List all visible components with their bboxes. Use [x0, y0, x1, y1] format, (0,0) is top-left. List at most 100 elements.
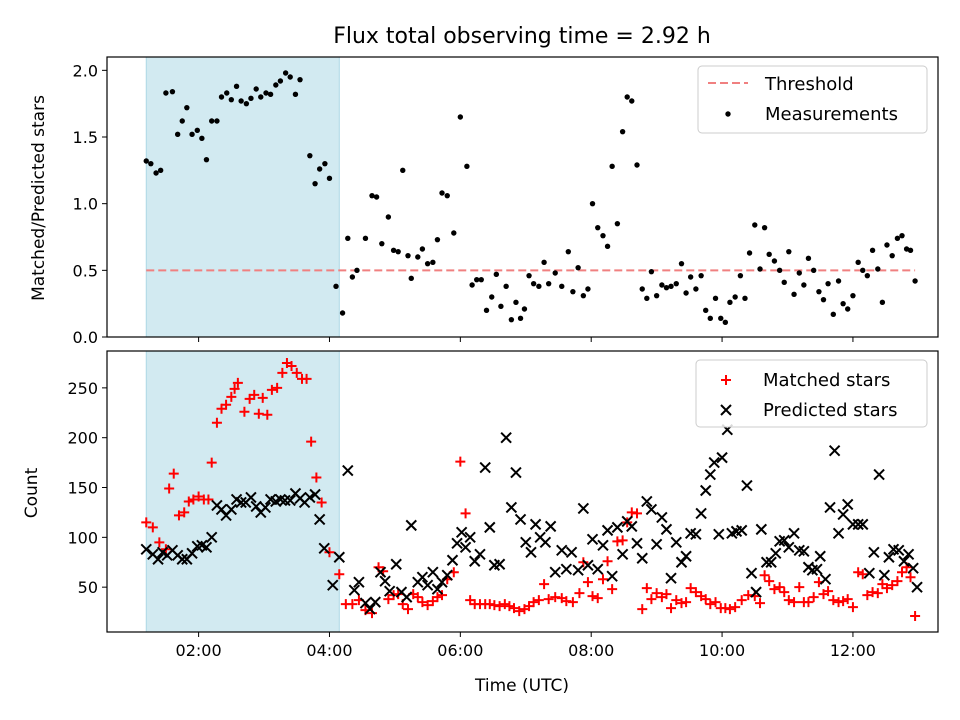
predicted-star-point	[755, 523, 768, 536]
y-tick-label: 150	[67, 479, 98, 498]
measurement-point	[850, 292, 856, 299]
measurement-point	[430, 259, 436, 266]
predicted-star-point	[592, 563, 604, 575]
predicted-star-point	[572, 564, 584, 576]
measurement-point	[619, 128, 626, 135]
top-panel: Matched/Predicted stars 0.0 0.5 1.0 1.5 2.0 T…	[29, 56, 939, 347]
matched-star-point	[774, 582, 785, 593]
predicted-star-point	[455, 526, 468, 539]
predicted-star-point	[304, 491, 316, 504]
predicted-star-point	[556, 544, 568, 556]
matched-star-point	[897, 567, 908, 578]
matched-star-point	[221, 399, 232, 410]
matched-star-point	[437, 590, 448, 601]
predicted-star-point	[704, 468, 717, 481]
matched-star-point	[666, 603, 677, 614]
matched-star-point	[262, 409, 273, 420]
predicted-star-point	[225, 503, 238, 516]
legend-predicted-label: Predicted stars	[763, 400, 897, 421]
measurement-point	[864, 272, 871, 279]
measurement-point	[469, 282, 475, 288]
measurement-point	[434, 236, 441, 243]
measurement-point	[820, 296, 827, 303]
matched-star-point	[783, 595, 794, 606]
measurement-point	[208, 118, 215, 124]
measurement-point	[781, 279, 787, 286]
measurement-point	[693, 286, 699, 292]
matched-star-point	[808, 592, 819, 603]
predicted-star-point	[680, 550, 692, 562]
matched-star-point	[257, 392, 268, 403]
predicted-star-point	[549, 566, 561, 578]
predicted-star-point	[520, 536, 532, 549]
bottom-panel: Count 50 100 150 200 250 02:00 04:00 06:00 08:00…	[22, 350, 939, 660]
matched-star-point	[607, 584, 618, 595]
measurement-point	[771, 258, 778, 264]
measurement-point	[884, 242, 890, 248]
measurement-point	[287, 74, 293, 80]
predicted-star-point	[819, 573, 832, 585]
measurement-point	[307, 152, 313, 159]
predicted-star-point	[200, 541, 213, 554]
predicted-star-point	[525, 546, 537, 558]
legend-matched-label: Matched stars	[763, 370, 890, 391]
measurement-point	[415, 254, 421, 260]
predicted-star-point	[529, 518, 542, 531]
matched-star-point	[277, 367, 288, 378]
matched-star-point	[617, 535, 628, 546]
measurement-point	[179, 118, 185, 124]
matched-star-point	[597, 574, 608, 585]
legend-measurements-swatch	[725, 111, 731, 117]
y-tick-label: 0.0	[73, 328, 98, 347]
matched-star-point	[887, 580, 898, 591]
predicted-star-point	[741, 479, 753, 492]
predicted-star-point	[342, 464, 354, 477]
matched-star-point	[514, 606, 525, 617]
shaded-observing-window	[145, 350, 340, 633]
predicted-star-point	[140, 543, 152, 556]
matched-star-point	[347, 599, 358, 610]
measurement-point	[791, 291, 797, 298]
matched-star-point	[334, 569, 345, 580]
predicted-star-point	[586, 533, 599, 546]
measurement-point	[727, 299, 733, 306]
matched-star-point	[460, 508, 471, 519]
measurement-point	[545, 280, 552, 287]
matched-star-point	[736, 595, 747, 606]
predicted-star-point	[811, 563, 823, 575]
matched-star-point	[764, 576, 775, 587]
measurement-point	[552, 270, 558, 276]
matched-star-point	[504, 601, 515, 612]
predicted-star-point	[690, 528, 702, 541]
measurement-point	[570, 288, 576, 295]
predicted-star-point	[427, 566, 439, 578]
matched-star-point	[432, 592, 443, 603]
predicted-star-point	[333, 551, 345, 563]
predicted-star-point	[735, 524, 748, 537]
measurement-point	[673, 280, 679, 287]
measurement-point	[316, 166, 323, 172]
measurement-point	[489, 294, 495, 300]
measurement-point	[199, 135, 205, 142]
matched-star-point	[226, 391, 237, 402]
predicted-star-point	[601, 524, 614, 537]
matched-star-point	[291, 367, 302, 378]
measurement-point	[644, 295, 650, 302]
matched-star-point	[249, 389, 260, 400]
predicted-star-point	[544, 520, 557, 533]
chart-title: Flux total observing time = 2.92 h	[333, 24, 711, 49]
matched-star-point	[582, 577, 593, 588]
measurement-point	[419, 246, 426, 252]
measurement-point	[722, 319, 729, 326]
matched-star-point	[632, 508, 643, 519]
measurement-point	[503, 283, 509, 290]
matched-star-point	[881, 583, 892, 594]
matched-star-point	[700, 594, 711, 605]
y-tick-label: 250	[67, 379, 98, 398]
predicted-star-point	[279, 494, 291, 507]
predicted-star-point	[510, 466, 522, 479]
predicted-star-point	[641, 495, 653, 508]
measurement-point	[757, 266, 763, 272]
predicted-star-point	[841, 498, 854, 511]
measurement-point	[718, 315, 724, 322]
